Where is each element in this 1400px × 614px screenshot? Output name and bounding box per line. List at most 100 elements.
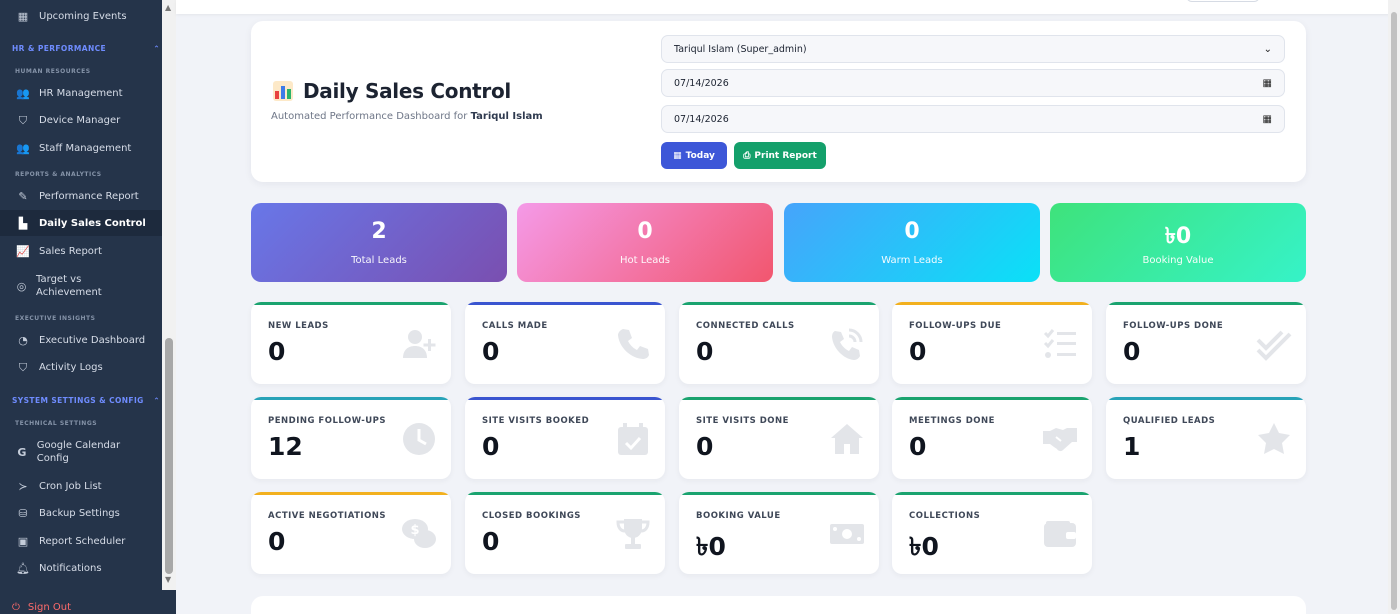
date-from-input[interactable]: 07/14/2026 ▦ xyxy=(661,69,1285,97)
sidebar-item-label: Target vs Achievement xyxy=(36,274,102,298)
sidebar-item-activity-logs[interactable]: ⛉ Activity Logs xyxy=(16,361,156,374)
sidebar-item-google-calendar[interactable]: G Google Calendar Config xyxy=(16,439,136,465)
metric-card-active-negotiations: ACTIVE NEGOTIATIONS 0 $ xyxy=(251,492,451,574)
group-label: HR & PERFORMANCE xyxy=(12,44,107,53)
shield-check-icon: ⛉ xyxy=(18,361,28,374)
sidebar-item-cron-job-list[interactable]: ≻ Cron Job List xyxy=(16,480,156,493)
date-from-value: 07/14/2026 xyxy=(674,77,729,89)
date-to-input[interactable]: 07/14/2026 ▦ xyxy=(661,105,1285,133)
group-label: SYSTEM SETTINGS & CONFIG xyxy=(12,396,144,405)
metric-label: BOOKING VALUE xyxy=(696,511,781,521)
section-technical-settings: TECHNICAL SETTINGS xyxy=(15,420,98,427)
metric-accent-bar xyxy=(892,397,1092,400)
google-icon: G xyxy=(17,445,27,459)
sidebar-item-performance-report[interactable]: ✎ Performance Report xyxy=(16,190,156,203)
sidebar-item-label: Upcoming Events xyxy=(39,11,127,22)
metric-value: ৳0 xyxy=(909,532,939,561)
metric-label: PENDING FOLLOW-UPS xyxy=(268,416,386,426)
sign-out-link[interactable]: ⏻ Sign Out xyxy=(12,602,71,613)
chevron-up-icon: ⌃ xyxy=(153,44,160,53)
page-scrollbar[interactable] xyxy=(1388,0,1400,614)
sidebar-item-backup-settings[interactable]: ⛁ Backup Settings xyxy=(16,507,156,520)
phone-volume-icon xyxy=(829,326,865,362)
filter-header-card: Daily Sales Control Automated Performanc… xyxy=(251,21,1306,182)
user-select[interactable]: Tariqul Islam (Super_admin) ⌄ xyxy=(661,35,1285,63)
metric-card-pending-follow-ups: PENDING FOLLOW-UPS 12 xyxy=(251,397,451,479)
metric-label: QUALIFIED LEADS xyxy=(1123,416,1216,426)
metric-value: 0 xyxy=(482,337,500,366)
sidebar-item-label: Report Scheduler xyxy=(39,536,126,547)
metric-value: 0 xyxy=(696,432,714,461)
scroll-up-arrow-icon[interactable]: ▲ xyxy=(165,3,172,12)
title-row: Daily Sales Control xyxy=(273,79,511,103)
summary-label: Hot Leads xyxy=(620,255,670,266)
scroll-down-arrow-icon[interactable]: ▼ xyxy=(165,575,172,584)
print-report-button[interactable]: ⎙ Print Report xyxy=(734,142,826,169)
phone-icon xyxy=(615,326,651,362)
sidebar-item-notifications[interactable]: 🔔︎ Notifications xyxy=(16,562,156,575)
summary-value: 0 xyxy=(637,219,653,244)
today-button[interactable]: ▦ Today xyxy=(661,142,727,169)
metric-card-site-visits-done: SITE VISITS DONE 0 xyxy=(679,397,879,479)
sidebar-item-daily-sales-control[interactable]: ▙ Daily Sales Control xyxy=(0,210,162,236)
sidebar-scrollbar[interactable]: ▲ ▼ xyxy=(162,0,176,590)
sidebar-item-target-vs-achievement[interactable]: ◎ Target vs Achievement xyxy=(16,273,126,299)
metric-value: 1 xyxy=(1123,432,1141,461)
print-icon: ⎙ xyxy=(743,150,751,161)
summary-label: Total Leads xyxy=(351,255,407,266)
metric-value: 0 xyxy=(482,527,500,556)
sidebar-item-label: Performance Report xyxy=(39,191,139,202)
handshake-icon xyxy=(1042,421,1078,457)
sidebar-item-label: Google Calendar Config xyxy=(36,440,121,464)
sidebar-item-executive-dashboard[interactable]: ◔ Executive Dashboard xyxy=(16,334,156,347)
metric-accent-bar xyxy=(251,397,451,400)
calendar-icon: ▦ xyxy=(17,10,29,23)
metric-accent-bar xyxy=(465,302,665,305)
users-icon: 👥 xyxy=(16,87,30,100)
chevron-up-icon: ⌃ xyxy=(153,396,160,405)
summary-card-warm-leads: 0 Warm Leads xyxy=(784,203,1040,282)
calendar-icon[interactable]: ▦ xyxy=(1262,77,1272,89)
metric-label: ACTIVE NEGOTIATIONS xyxy=(268,511,387,521)
power-icon: ⏻ xyxy=(12,602,20,613)
bottom-panel xyxy=(251,596,1306,614)
calendar-day-icon: ▦ xyxy=(673,150,682,161)
sidebar-item-report-scheduler[interactable]: ▣ Report Scheduler xyxy=(16,535,156,548)
metric-value: 0 xyxy=(696,337,714,366)
metric-card-calls-made: CALLS MADE 0 xyxy=(465,302,665,384)
metric-card-booking-value: BOOKING VALUE ৳0 xyxy=(679,492,879,574)
summary-card-hot-leads: 0 Hot Leads xyxy=(517,203,773,282)
sidebar-item-upcoming-events[interactable]: ▦ Upcoming Events xyxy=(16,10,156,23)
group-system-settings[interactable]: SYSTEM SETTINGS & CONFIG ⌃ xyxy=(12,396,160,405)
metric-label: FOLLOW-UPS DUE xyxy=(909,321,1002,331)
metric-accent-bar xyxy=(679,492,879,495)
subtitle-user: Tariqul Islam xyxy=(470,111,543,122)
metric-accent-bar xyxy=(465,397,665,400)
section-reports-analytics: REPORTS & ANALYTICS xyxy=(15,171,102,178)
group-hr-performance[interactable]: HR & PERFORMANCE ⌃ xyxy=(12,44,160,53)
user-menu-button[interactable] xyxy=(1186,0,1260,2)
chart-line-icon: 📈 xyxy=(16,245,30,258)
sidebar-item-device-manager[interactable]: ⛉ Device Manager xyxy=(16,114,156,127)
metric-label: FOLLOW-UPS DONE xyxy=(1123,321,1224,331)
summary-value: 2 xyxy=(371,219,387,244)
bell-icon: 🔔︎ xyxy=(16,562,30,575)
sidebar-item-staff-management[interactable]: 👥 Staff Management xyxy=(16,142,156,155)
calendar-icon[interactable]: ▦ xyxy=(1262,113,1272,125)
sidebar-item-label: HR Management xyxy=(39,88,123,99)
summary-card-total-leads: 2 Total Leads xyxy=(251,203,507,282)
page-scroll-thumb[interactable] xyxy=(1391,12,1397,610)
sidebar-item-sales-report[interactable]: 📈 Sales Report xyxy=(16,245,156,258)
summary-card-booking-value: ৳0 Booking Value xyxy=(1050,203,1306,282)
metric-card-site-visits-booked: SITE VISITS BOOKED 0 xyxy=(465,397,665,479)
metric-value: 0 xyxy=(1123,337,1141,366)
database-icon: ⛁ xyxy=(18,507,28,520)
sidebar-item-hr-management[interactable]: 👥 HR Management xyxy=(16,87,156,100)
summary-value: 0 xyxy=(904,219,920,244)
metric-card-collections: COLLECTIONS ৳0 xyxy=(892,492,1092,574)
sidebar-scroll-thumb[interactable] xyxy=(165,338,173,574)
metric-card-new-leads: NEW LEADS 0 xyxy=(251,302,451,384)
page-title: Daily Sales Control xyxy=(303,79,511,103)
bar-chart-icon xyxy=(273,81,293,101)
sidebar-item-label: Executive Dashboard xyxy=(39,335,146,346)
